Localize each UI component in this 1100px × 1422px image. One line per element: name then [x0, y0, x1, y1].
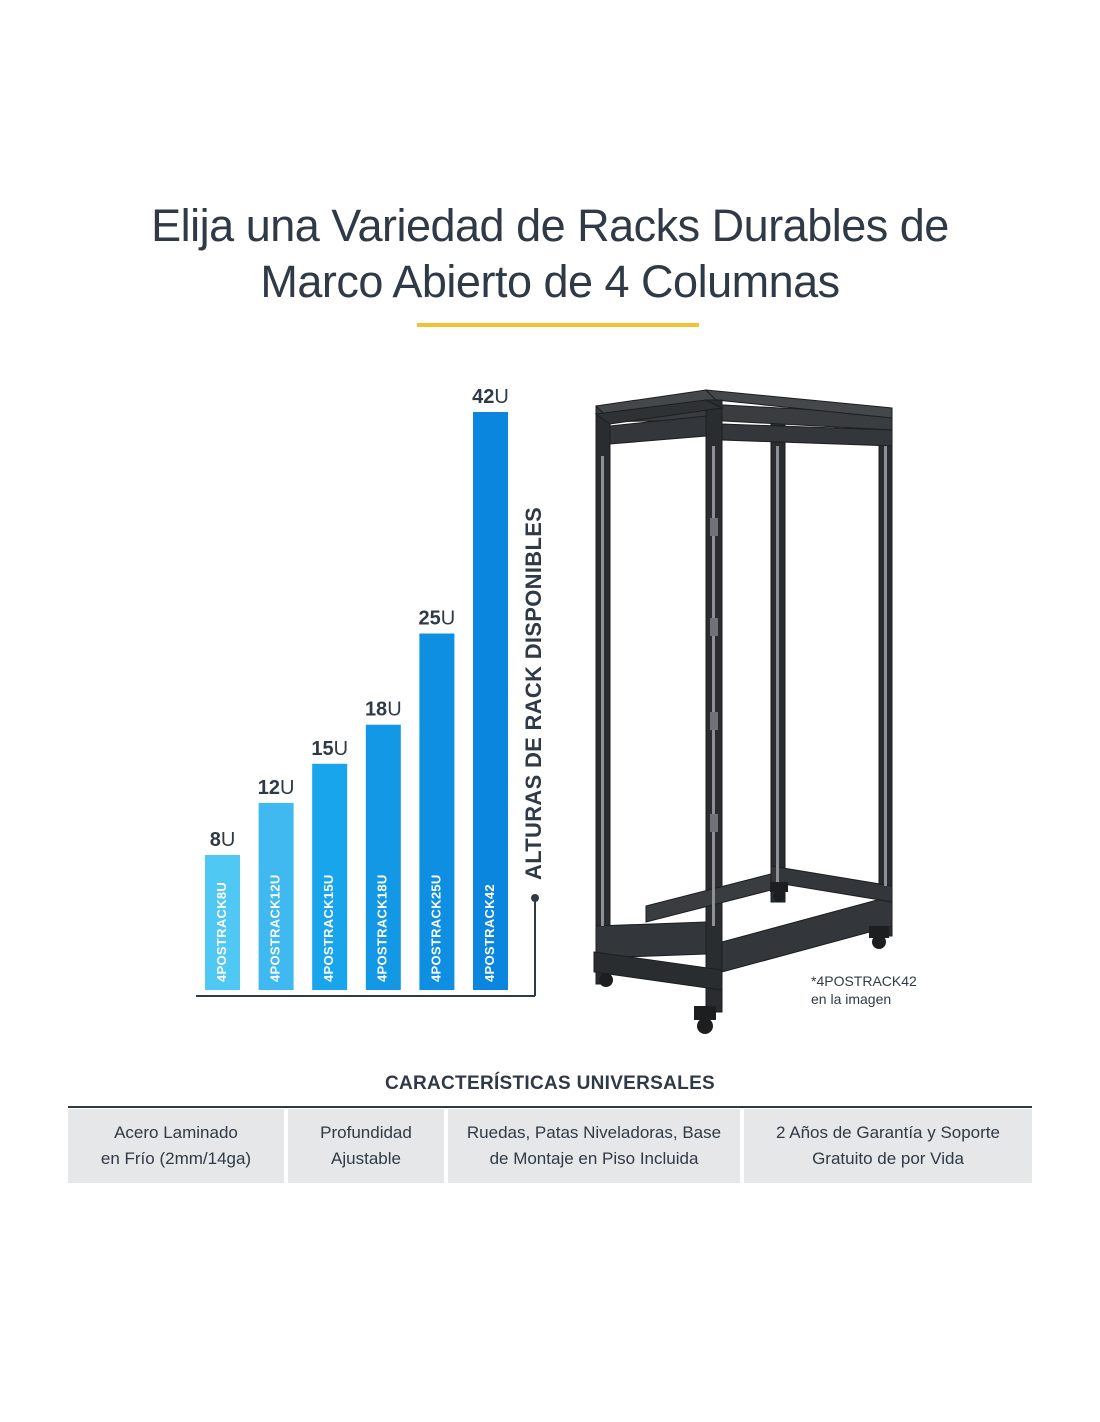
- bar-value-label: 42U: [472, 386, 509, 408]
- rack-note-caption: en la imagen: [811, 991, 892, 1007]
- page-title: Elija una Variedad de Racks Durables de …: [0, 198, 1100, 310]
- rack-image-note: *4POSTRACK42 en la imagen: [811, 972, 1011, 1008]
- bar-category-label: 4POSTRACK42: [482, 884, 497, 982]
- bar-category-label: 4POSTRACK18U: [375, 874, 390, 982]
- feature-line: Profundidad: [320, 1123, 412, 1142]
- bar-4postrack8u: [205, 855, 240, 990]
- feature-line: 2 Años de Garantía y Soporte: [776, 1123, 1000, 1142]
- bar-4postrack12u: [258, 802, 294, 990]
- rack-note-model: *4POSTRACK42: [811, 973, 917, 989]
- feature-line: Gratuito de por Vida: [812, 1149, 964, 1168]
- title-underline: [417, 323, 699, 327]
- feature-cell-warranty: 2 Años de Garantía y Soporte Gratuito de…: [744, 1109, 1032, 1183]
- feature-cell-depth: Profundidad Ajustable: [288, 1109, 444, 1183]
- feature-line: en Frío (2mm/14ga): [100, 1149, 252, 1168]
- feature-cell-casters: Ruedas, Patas Niveladoras, Base de Monta…: [448, 1109, 740, 1183]
- feature-line: de Montaje en Piso Incluida: [489, 1149, 699, 1168]
- bar-4postrack25u: [419, 633, 455, 990]
- bar-4postrack42: [473, 412, 508, 990]
- page-title-line-1: Elija una Variedad de Racks Durables de: [151, 200, 949, 251]
- open-frame-4-post-rack-icon: [593, 389, 893, 1034]
- feature-line: Ruedas, Patas Niveladoras, Base: [466, 1123, 722, 1142]
- bar-value-label: 8U: [210, 829, 236, 851]
- features-table: Acero Laminado en Frío (2mm/14ga) Profun…: [68, 1109, 1032, 1183]
- bar-value-label: 18U: [365, 699, 402, 721]
- bar-value-label: 25U: [419, 608, 456, 630]
- bar-value-label: 15U: [311, 738, 348, 760]
- bar-4postrack18u: [365, 724, 401, 990]
- bar-category-label: 4POSTRACK8U: [214, 882, 229, 982]
- feature-cell-material: Acero Laminado en Frío (2mm/14ga): [68, 1109, 284, 1183]
- bar-value-label: 12U: [258, 777, 295, 799]
- bar-category-label: 4POSTRACK15U: [321, 874, 336, 982]
- feature-line: Ajustable: [331, 1149, 401, 1168]
- bar-category-label: 4POSTRACK25U: [428, 874, 443, 982]
- bar-category-label: 4POSTRACK12U: [268, 874, 283, 982]
- features-heading: CARACTERÍSTICAS UNIVERSALES: [384, 1073, 716, 1094]
- y-axis-title: ALTURAS DE RACK DISPONIBLES: [521, 507, 546, 880]
- axis-endpoint-dot: [531, 894, 539, 902]
- feature-line: Acero Laminado: [114, 1123, 238, 1142]
- bar-4postrack15u: [312, 763, 348, 990]
- page-title-line-2: Marco Abierto de 4 Columnas: [260, 256, 840, 307]
- features-divider: [68, 1106, 1032, 1108]
- rack-height-bar-chart: 8U 4POSTRACK8U 12U 4POSTRACK12U 15U 4POSTRACK…: [196, 386, 546, 997]
